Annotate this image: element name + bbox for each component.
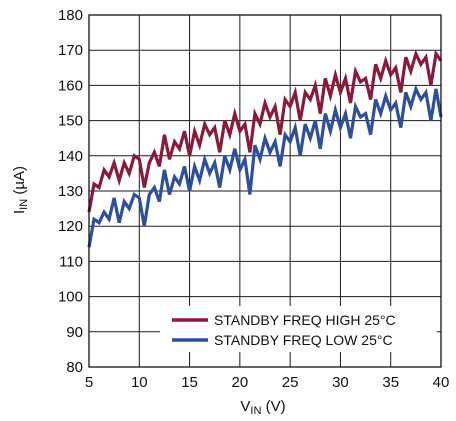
x-tick-label: 10 xyxy=(131,374,148,391)
y-tick-label: 170 xyxy=(58,42,83,59)
y-tick-label: 100 xyxy=(58,289,83,306)
y-tick-labels: 80 90 100 110 120 130 140 150 160 170 180 xyxy=(58,7,83,376)
grid xyxy=(88,14,442,368)
y-axis-title-unit: (µA) xyxy=(11,166,28,199)
y-tick-label: 150 xyxy=(58,113,83,130)
x-tick-label: 30 xyxy=(332,374,349,391)
x-axis-title-unit: (V) xyxy=(261,398,285,415)
series-line-low xyxy=(87,84,443,248)
y-tick-label: 110 xyxy=(59,253,83,270)
y-tick-label: 160 xyxy=(58,77,83,94)
x-tick-label: 35 xyxy=(382,374,399,391)
plot-frame xyxy=(88,14,442,368)
x-tick-labels: 5 10 15 20 25 30 35 40 xyxy=(85,374,450,391)
series-line-high xyxy=(87,49,443,213)
legend-label-high: STANDBY FREQ HIGH 25°C xyxy=(214,312,396,328)
y-tick-label: 80 xyxy=(66,359,83,376)
legend-label-low: STANDBY FREQ LOW 25°C xyxy=(214,332,393,348)
x-tick-label: 5 xyxy=(85,374,93,391)
x-axis-title: VIN (V) xyxy=(240,398,285,417)
y-tick-label: 90 xyxy=(66,324,83,341)
legend-box xyxy=(160,306,437,352)
y-tick-label: 130 xyxy=(58,183,83,200)
y-tick-label: 140 xyxy=(58,148,83,165)
x-tick-label: 15 xyxy=(181,374,198,391)
y-axis-title-sub: IN xyxy=(18,199,30,210)
y-tick-label: 120 xyxy=(58,218,83,235)
x-tick-label: 25 xyxy=(282,374,299,391)
series-layer xyxy=(87,49,443,248)
y-axis-title: IIN (µA) xyxy=(11,166,30,214)
y-tick-label: 180 xyxy=(58,7,83,24)
legend: STANDBY FREQ HIGH 25°C STANDBY FREQ LOW … xyxy=(160,306,437,352)
x-tick-label: 40 xyxy=(433,374,450,391)
x-axis-title-sub: IN xyxy=(250,405,261,417)
x-tick-label: 20 xyxy=(232,374,249,391)
y-axis-title-main: I xyxy=(11,210,28,214)
x-axis-title-main: V xyxy=(240,398,250,415)
